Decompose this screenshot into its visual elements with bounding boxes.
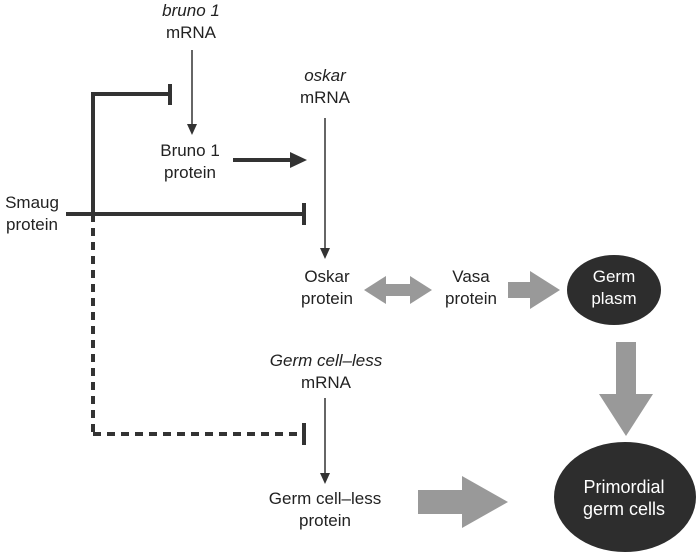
- arrow-gcl-mrna-to-protein: [320, 398, 330, 484]
- germ-plasm-node: [567, 255, 661, 325]
- bruno1-protein-label: Bruno 1 protein: [160, 140, 220, 184]
- arrow-vasa-to-germ-plasm: [508, 271, 560, 309]
- gcl-mrna-type: mRNA: [300, 373, 352, 392]
- bruno1-mrna-name: bruno 1: [162, 1, 220, 20]
- primordial-germ-cells-node: [554, 442, 696, 552]
- germ-plasm-line2: plasm: [591, 289, 637, 308]
- vasa-protein-type: protein: [445, 289, 497, 308]
- gcl-protein-name: Germ cell–less: [268, 489, 382, 508]
- gcl-protein-label: Germ cell–less protein: [269, 488, 381, 532]
- arrow-oskar-vasa-bidirectional: [364, 276, 432, 304]
- pgc-line2: germ cells: [582, 499, 666, 519]
- gcl-protein-type: protein: [299, 511, 351, 530]
- oskar-protein-name: Oskar: [304, 267, 350, 286]
- bruno1-mrna-type: mRNA: [165, 23, 217, 42]
- gcl-mrna-label: Germ cell–less mRNA: [270, 350, 382, 394]
- smaug-inhibition-lines: [66, 84, 306, 445]
- arrow-germ-plasm-to-pgc: [599, 342, 653, 436]
- oskar-mrna-name: oskar: [304, 66, 346, 85]
- oskar-protein-type: protein: [301, 289, 353, 308]
- vasa-protein-label: Vasa protein: [445, 266, 497, 310]
- bruno1-protein-type: protein: [164, 163, 216, 182]
- oskar-protein-label: Oskar protein: [301, 266, 353, 310]
- arrow-bruno1-protein-to-oskar: [233, 152, 307, 168]
- gcl-mrna-name: Germ cell–less: [269, 351, 383, 370]
- arrow-bruno1-mrna-to-protein: [187, 50, 197, 135]
- vasa-protein-name: Vasa: [452, 267, 490, 286]
- arrow-gcl-protein-to-pgc: [418, 476, 508, 528]
- bruno1-mrna-label: bruno 1 mRNA: [162, 0, 220, 44]
- germ-plasm-text: Germ plasm: [591, 266, 636, 310]
- germ-plasm-line1: Germ: [592, 267, 636, 286]
- smaug-protein-name: Smaug: [5, 193, 59, 212]
- pgc-text: Primordial germ cells: [583, 476, 665, 520]
- oskar-mrna-type: mRNA: [299, 88, 351, 107]
- smaug-protein-type: protein: [6, 215, 58, 234]
- smaug-protein-label: Smaug protein: [5, 192, 59, 236]
- arrow-oskar-mrna-to-protein: [320, 118, 330, 259]
- oskar-mrna-label: oskar mRNA: [300, 65, 350, 109]
- bruno1-protein-name: Bruno 1: [160, 141, 220, 160]
- pgc-line1: Primordial: [583, 477, 665, 497]
